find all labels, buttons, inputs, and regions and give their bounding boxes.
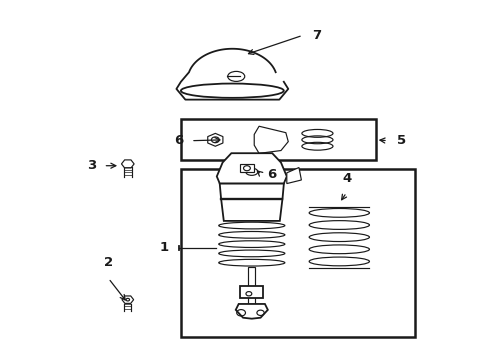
Text: 4: 4 [341, 172, 350, 185]
Text: 3: 3 [87, 159, 96, 172]
Polygon shape [216, 153, 286, 183]
Bar [239, 164, 254, 172]
Polygon shape [235, 304, 267, 319]
Text: 2: 2 [103, 256, 113, 269]
Bar [181, 169, 414, 337]
Ellipse shape [181, 84, 283, 98]
Polygon shape [286, 167, 301, 184]
Text: 1: 1 [160, 241, 169, 255]
Polygon shape [219, 183, 284, 221]
Text: 5: 5 [396, 134, 405, 147]
Text: 7: 7 [312, 29, 321, 42]
Polygon shape [254, 126, 287, 153]
Bar [240, 286, 263, 298]
Polygon shape [176, 49, 287, 100]
Bar [181, 119, 375, 160]
Text: 6: 6 [174, 134, 183, 147]
Text: 6: 6 [267, 168, 276, 181]
Bar [248, 267, 255, 309]
